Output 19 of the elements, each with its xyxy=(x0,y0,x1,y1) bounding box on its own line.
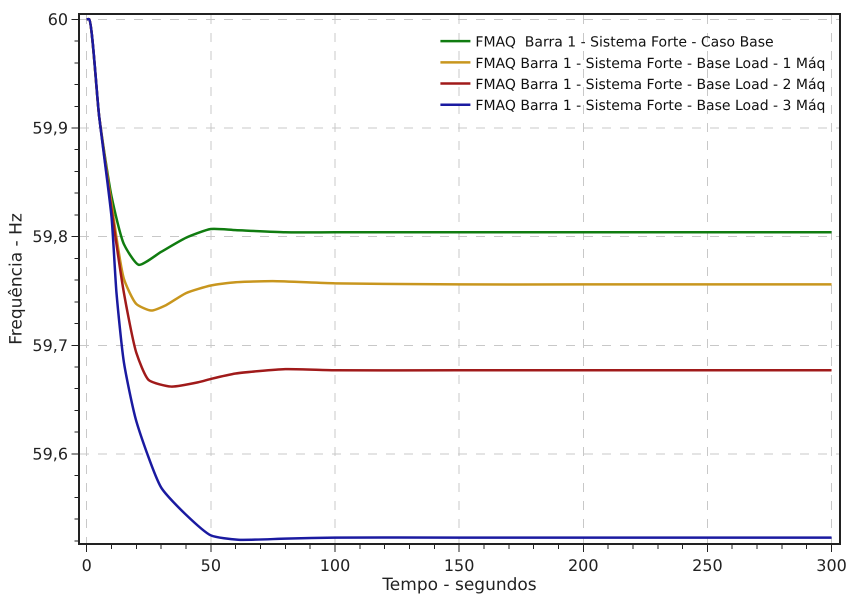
x-tick-label: 100 xyxy=(320,556,350,575)
legend-label: FMAQ Barra 1 - Sistema Forte - Caso Base xyxy=(475,34,774,51)
legend-label: FMAQ Barra 1 - Sistema Forte - Base Load - 3 Máq xyxy=(475,98,826,114)
x-tick-label: 200 xyxy=(568,556,599,575)
y-tick-label: 60 xyxy=(48,10,68,29)
x-axis-title: Tempo - segundos xyxy=(381,574,537,595)
x-tick-label: 300 xyxy=(816,556,847,575)
y-tick-label: 59,6 xyxy=(32,444,68,464)
y-tick-label: 59,8 xyxy=(32,227,68,246)
legend-label: FMAQ Barra 1 - Sistema Forte - Base Load - 1 Máq xyxy=(475,56,826,72)
y-axis-title: Frequência - Hz xyxy=(6,213,26,345)
x-tick-label: 0 xyxy=(82,556,92,575)
legend-label: FMAQ Barra 1 - Sistema Forte - Base Load - 2 Máq xyxy=(475,77,826,94)
line-series xyxy=(85,18,833,542)
y-tick-label: 59,9 xyxy=(32,118,68,138)
x-tick-label: 250 xyxy=(692,556,723,575)
y-tick-label: 59,7 xyxy=(32,336,68,355)
x-tick-label: 150 xyxy=(444,556,474,575)
x-tick-label: 50 xyxy=(200,556,222,575)
